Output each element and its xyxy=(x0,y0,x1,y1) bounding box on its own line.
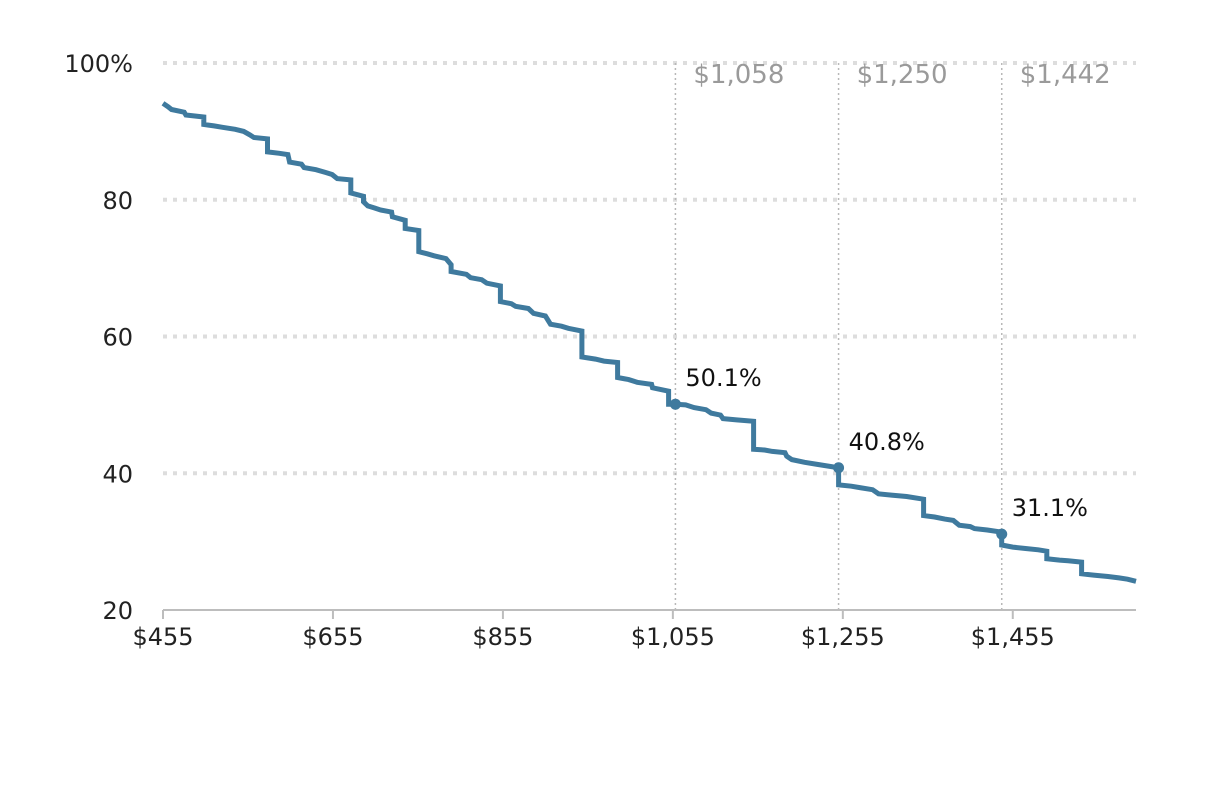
highlight-point xyxy=(996,528,1008,540)
data-label: 50.1% xyxy=(685,364,761,392)
labels: 100% 80 60 40 20 $1,058 $1,250 $1,442 $455 $655 $8… xyxy=(64,50,1110,651)
data-label: 31.1% xyxy=(1012,494,1088,522)
series-line xyxy=(161,101,1137,584)
y-tick-label: 60 xyxy=(102,324,133,352)
grid xyxy=(163,61,1136,476)
x-tick-label: $655 xyxy=(302,623,363,651)
series xyxy=(161,101,1137,584)
axes xyxy=(162,609,1136,619)
x-tick-label: $1,455 xyxy=(971,623,1055,651)
highlight-point xyxy=(669,398,681,410)
data-label: 40.8% xyxy=(849,428,925,456)
reference-line-label: $1,058 xyxy=(693,60,784,90)
reference-lines xyxy=(674,63,1003,610)
y-tick-label: 80 xyxy=(102,187,133,215)
y-tick-label: 40 xyxy=(102,460,133,488)
reference-line-label: $1,250 xyxy=(857,60,948,90)
x-tick-label: $455 xyxy=(132,623,193,651)
x-tick-label: $855 xyxy=(472,623,533,651)
y-tick-label: 100% xyxy=(64,50,133,78)
y-tick-label: 20 xyxy=(102,597,133,625)
highlight-point xyxy=(833,462,845,474)
x-tick-label: $1,255 xyxy=(801,623,885,651)
x-tick-label: $1,055 xyxy=(631,623,715,651)
highlighted-points xyxy=(669,398,1008,540)
reference-line-label: $1,442 xyxy=(1020,60,1111,90)
